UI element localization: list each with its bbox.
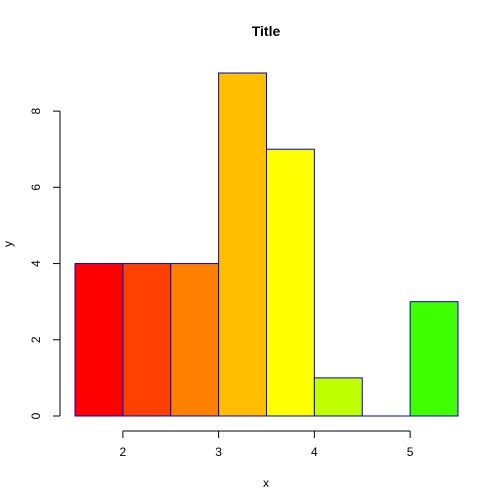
x-tick-label: 3 (215, 445, 222, 459)
y-tick-label: 2 (29, 336, 43, 343)
chart-title: Title (252, 23, 281, 39)
histogram-bar (170, 263, 220, 417)
histogram-bar (409, 301, 459, 417)
x-axis-label: x (263, 476, 269, 490)
x-tick-label: 2 (120, 445, 127, 459)
y-tick-label: 0 (29, 412, 43, 419)
x-tick-label: 4 (311, 445, 318, 459)
y-axis-label: y (1, 241, 15, 247)
histogram-bar (313, 377, 363, 417)
histogram-bar (122, 263, 172, 417)
x-axis: 2 3 4 5 (120, 430, 414, 459)
x-tick-label: 5 (407, 445, 414, 459)
histogram-bar (74, 263, 124, 417)
histogram-bar (266, 148, 315, 417)
histogram-bar (218, 72, 267, 417)
bars-layer (74, 72, 459, 417)
y-tick-label: 4 (29, 260, 43, 267)
y-tick-label: 6 (29, 184, 43, 191)
y-axis: 0 2 4 6 8 (29, 107, 61, 419)
y-tick-label: 8 (29, 107, 43, 114)
